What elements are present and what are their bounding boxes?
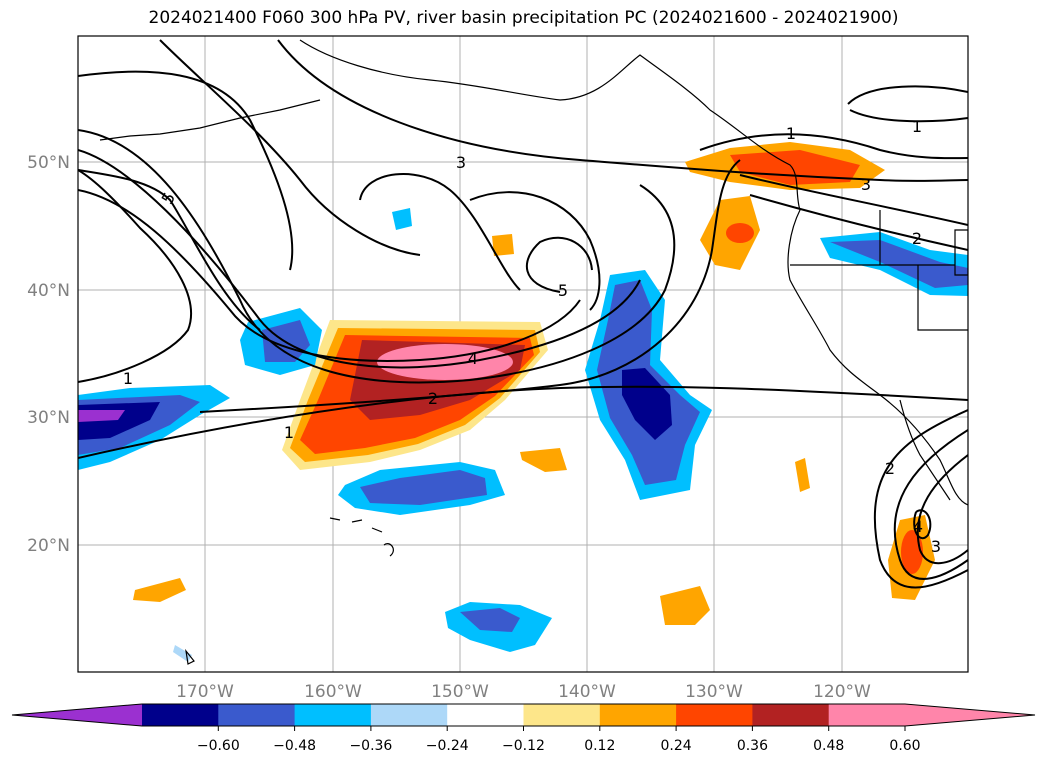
pv-contour-4 (78, 149, 641, 369)
contour-label: 2 (428, 389, 438, 408)
contour-label: 3 (456, 153, 466, 172)
colorbar-tick-label: −0.12 (502, 738, 545, 754)
pv-contour-3-ridge (359, 173, 521, 291)
colorbar-segment (523, 704, 601, 726)
pv-contour-low-inner (916, 454, 968, 565)
coastline-alaska (299, 39, 968, 506)
contour-label: 4 (468, 349, 478, 368)
colorbar-tick-label: −0.24 (426, 738, 469, 754)
colorbar-tick-label: −0.60 (197, 738, 240, 754)
colorbar-tick-label: −0.48 (273, 738, 316, 754)
positive-anomaly-small-1 (492, 234, 514, 256)
colorbar-ticks: −0.60 −0.48 −0.36 −0.24 −0.12 0.12 0.24 0.36 0.4… (197, 726, 921, 754)
contour-label: 2 (912, 229, 922, 248)
colorbar-tick-label: 0.24 (661, 738, 692, 754)
colorbar-segment (599, 704, 677, 726)
negative-anomaly-se-core (460, 608, 520, 632)
contour-label: 3 (931, 537, 941, 556)
pv-contour-2-coast-b (749, 194, 968, 251)
pv-contour-ridge-2 (159, 39, 421, 256)
contour-label: 2 (885, 459, 895, 478)
pv-contour-2-central (199, 159, 741, 413)
border-us-canada (790, 210, 968, 331)
contour-label: 1 (123, 369, 133, 388)
negative-anomaly-small-1 (392, 208, 412, 230)
pv-contours (78, 39, 968, 589)
lon-labels: 170°W 160°W 150°W 140°W 130°W 120°W (176, 682, 871, 702)
colorbar-tick-label: 0.48 (813, 738, 844, 754)
colorbar-segment (752, 704, 830, 726)
pv-contour-low-core (913, 509, 932, 540)
colorbar-segment (294, 704, 372, 726)
lon-label: 140°W (558, 682, 616, 702)
positive-anomaly-small-4 (660, 586, 710, 625)
pv-contour-5-ridge (469, 191, 601, 311)
lat-label: 20°N (27, 536, 70, 556)
lon-label: 170°W (176, 682, 234, 702)
coastline-island-small (185, 648, 195, 665)
colorbar-segment (142, 704, 219, 726)
colorbar-tick-label: 0.36 (737, 738, 768, 754)
lat-labels: 50°N 40°N 30°N 20°N (27, 153, 70, 556)
colorbar-extend-max (905, 704, 1035, 726)
positive-anomaly-small-2 (520, 448, 567, 472)
lat-label: 40°N (27, 281, 70, 301)
positive-anomaly-small-5 (795, 458, 810, 492)
pv-contour-3-north (277, 39, 968, 182)
map-title: 2024021400 F060 300 hPa PV, river basin … (148, 8, 899, 28)
coastline-baja (899, 399, 951, 501)
contour-label: 1 (786, 124, 796, 143)
lon-label: 160°W (304, 682, 362, 702)
pv-contour-low-mid (893, 429, 968, 580)
negative-anomaly-small-2 (173, 645, 192, 662)
map-content (78, 36, 968, 672)
negative-anomaly-south-core (360, 470, 487, 505)
colorbar-outline (11, 703, 1036, 727)
positive-anomaly-130w-core (726, 223, 754, 243)
colorbar-tick-label: 0.12 (584, 738, 615, 754)
coastlines (99, 39, 968, 665)
coastline-aleutians (99, 99, 321, 141)
positive-anomaly-small-3 (133, 578, 186, 602)
colorbar-tick-label: 0.60 (889, 738, 920, 754)
pv-contour-3-b (78, 129, 676, 384)
colorbar-segment (218, 704, 296, 726)
colorbar-segment (828, 704, 906, 726)
coastline-hawaii (329, 517, 394, 557)
colorbar-extend-min (12, 704, 142, 726)
pv-contour-1-west (78, 169, 193, 383)
map-frame (77, 35, 969, 673)
positive-anomaly-coast-core (730, 150, 860, 185)
lon-label: 130°W (685, 682, 743, 702)
lat-label: 50°N (27, 153, 70, 173)
colorbar-segment (370, 704, 448, 726)
contour-label: 1 (912, 117, 922, 136)
pv-contour-1-ne (847, 85, 968, 105)
pv-contour-5-west (78, 169, 261, 331)
pv-contour-ridge-1 (78, 189, 581, 362)
contour-label: 1 (284, 423, 294, 442)
colorbar: −0.60 −0.48 −0.36 −0.24 −0.12 0.12 0.24 0.36 0.4… (11, 703, 1036, 754)
colorbar-segments (12, 704, 1035, 726)
contour-label: 4 (913, 517, 923, 536)
negative-anomaly-inland-core (830, 240, 968, 288)
lat-label: 30°N (27, 408, 70, 428)
lon-label: 150°W (431, 682, 489, 702)
negative-anomaly-west-min (78, 410, 125, 422)
pv-contour-1-ne-b (849, 109, 968, 123)
pv-contour-5-loop (525, 236, 593, 293)
colorbar-tick-label: −0.36 (349, 738, 392, 754)
pv-contour-low-outer (873, 409, 968, 589)
colorbar-segment (447, 704, 524, 726)
lon-label: 120°W (813, 682, 871, 702)
pv-contour-1-north (78, 70, 294, 271)
precip-shading (78, 142, 968, 662)
pv-contour-2-coast (739, 174, 968, 226)
colorbar-segment (676, 704, 753, 726)
contour-label: 5 (558, 281, 568, 300)
contour-label: 3 (861, 175, 871, 194)
